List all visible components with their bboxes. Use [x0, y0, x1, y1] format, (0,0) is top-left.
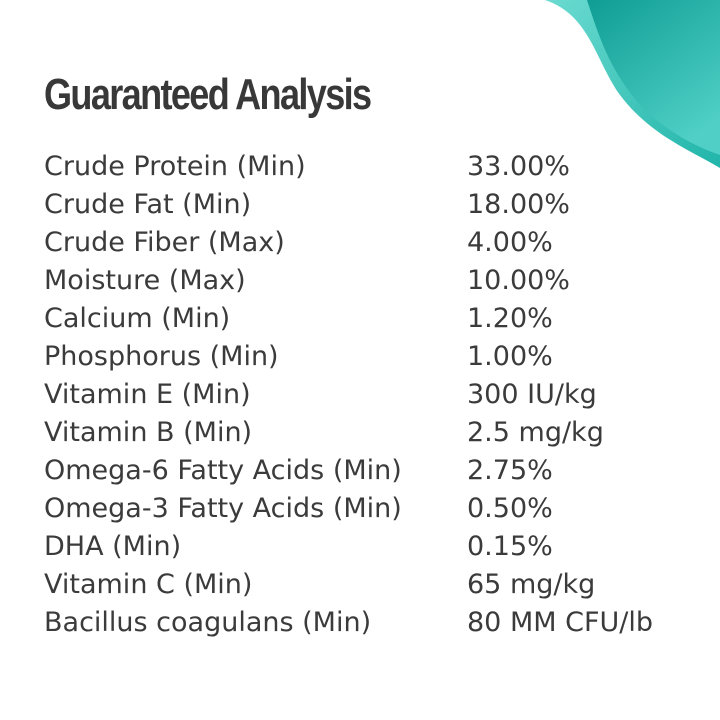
nutrient-value: 300 IU/kg	[467, 379, 597, 410]
nutrient-value: 10.00%	[467, 265, 570, 296]
nutrient-name: Calcium (Min)	[44, 303, 231, 334]
nutrient-name: DHA (Min)	[44, 531, 182, 562]
nutrient-value: 2.5 mg/kg	[467, 417, 604, 448]
nutrient-name: Vitamin B (Min)	[44, 417, 253, 448]
nutrient-name: Omega-3 Fatty Acids (Min)	[44, 493, 402, 524]
nutrient-value: 1.00%	[467, 341, 553, 372]
nutrient-value: 80 MM CFU/lb	[467, 607, 653, 638]
nutrient-value: 65 mg/kg	[467, 569, 596, 600]
nutrient-name: Bacillus coagulans (Min)	[44, 607, 372, 638]
nutrient-value: 0.15%	[467, 531, 553, 562]
page-title: Guaranteed Analysis	[44, 70, 372, 119]
nutrient-name: Moisture (Max)	[44, 265, 246, 296]
nutrient-value: 18.00%	[467, 189, 570, 220]
nutrient-name: Crude Fat (Min)	[44, 189, 252, 220]
nutrient-value: 2.75%	[467, 455, 553, 486]
nutrient-name: Vitamin E (Min)	[44, 379, 251, 410]
nutrient-name: Vitamin C (Min)	[44, 569, 253, 600]
nutrient-name: Omega-6 Fatty Acids (Min)	[44, 455, 402, 486]
nutrient-name: Crude Protein (Min)	[44, 151, 306, 182]
nutrient-name: Phosphorus (Min)	[44, 341, 279, 372]
nutrient-value: 4.00%	[467, 227, 553, 258]
nutrient-value: 1.20%	[467, 303, 553, 334]
nutrient-value: 0.50%	[467, 493, 553, 524]
nutrient-value: 33.00%	[467, 151, 570, 182]
nutrient-name: Crude Fiber (Max)	[44, 227, 285, 258]
